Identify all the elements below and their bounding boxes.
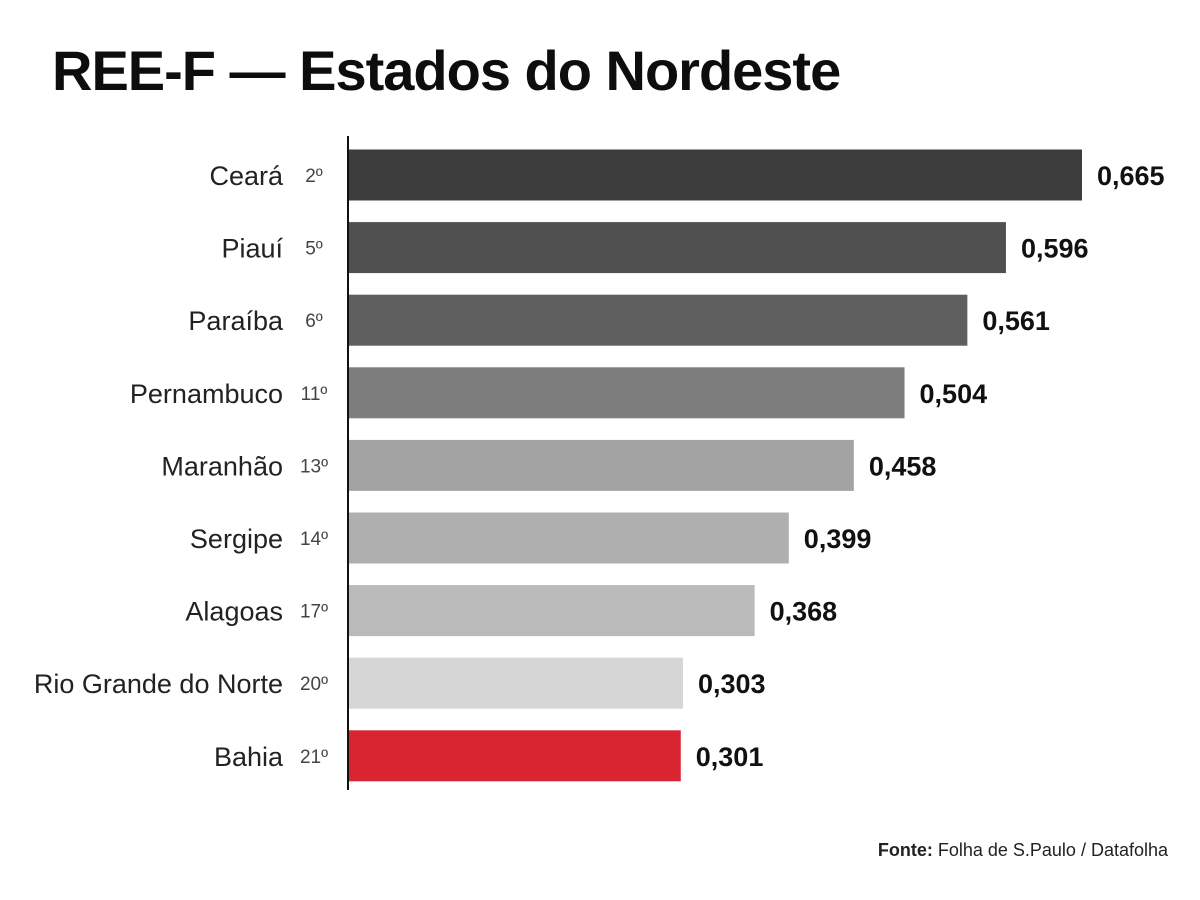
source-note: Fonte: Folha de S.Paulo / Datafolha (878, 840, 1168, 861)
bar (349, 730, 681, 782)
value-label: 0,301 (696, 742, 764, 772)
bar (349, 585, 755, 637)
category-label: Bahia (214, 742, 284, 772)
value-label: 0,458 (869, 451, 937, 481)
rank-label: 20º (300, 674, 328, 695)
value-label: 0,399 (804, 524, 872, 554)
category-label: Paraíba (188, 306, 284, 336)
rank-label: 14º (300, 529, 328, 550)
bar (349, 439, 854, 491)
rank-label: 6º (305, 311, 323, 332)
value-label: 0,504 (920, 379, 988, 409)
rank-label: 21º (300, 747, 328, 768)
rank-label: 5º (305, 239, 323, 260)
category-label: Rio Grande do Norte (34, 669, 283, 699)
category-label: Alagoas (185, 597, 283, 627)
rank-label: 13º (300, 456, 328, 477)
category-label: Ceará (209, 161, 284, 191)
bars-group: Ceará 2º 0,665 Piauí 5º 0,596 Paraíba 6º 0,561 Pe… (34, 149, 1165, 782)
bar (349, 657, 683, 709)
value-label: 0,665 (1097, 161, 1165, 191)
rank-label: 17º (300, 602, 328, 623)
value-label: 0,596 (1021, 234, 1089, 264)
category-label: Maranhão (161, 451, 283, 481)
value-label: 0,561 (982, 306, 1050, 336)
category-label: Sergipe (190, 524, 283, 554)
bar (349, 367, 905, 419)
rank-label: 2º (305, 166, 323, 187)
source-text: Folha de S.Paulo / Datafolha (937, 840, 1168, 860)
bar (349, 149, 1082, 201)
bar (349, 512, 789, 564)
value-label: 0,368 (770, 597, 838, 627)
value-label: 0,303 (698, 669, 766, 699)
bar (349, 222, 1006, 274)
category-label: Pernambuco (130, 379, 283, 409)
chart-title: REE-F — Estados do Nordeste (52, 39, 841, 102)
bar (349, 294, 968, 346)
category-label: Piauí (221, 234, 283, 264)
source-label: Fonte: (877, 840, 933, 860)
rank-label: 11º (301, 384, 328, 405)
